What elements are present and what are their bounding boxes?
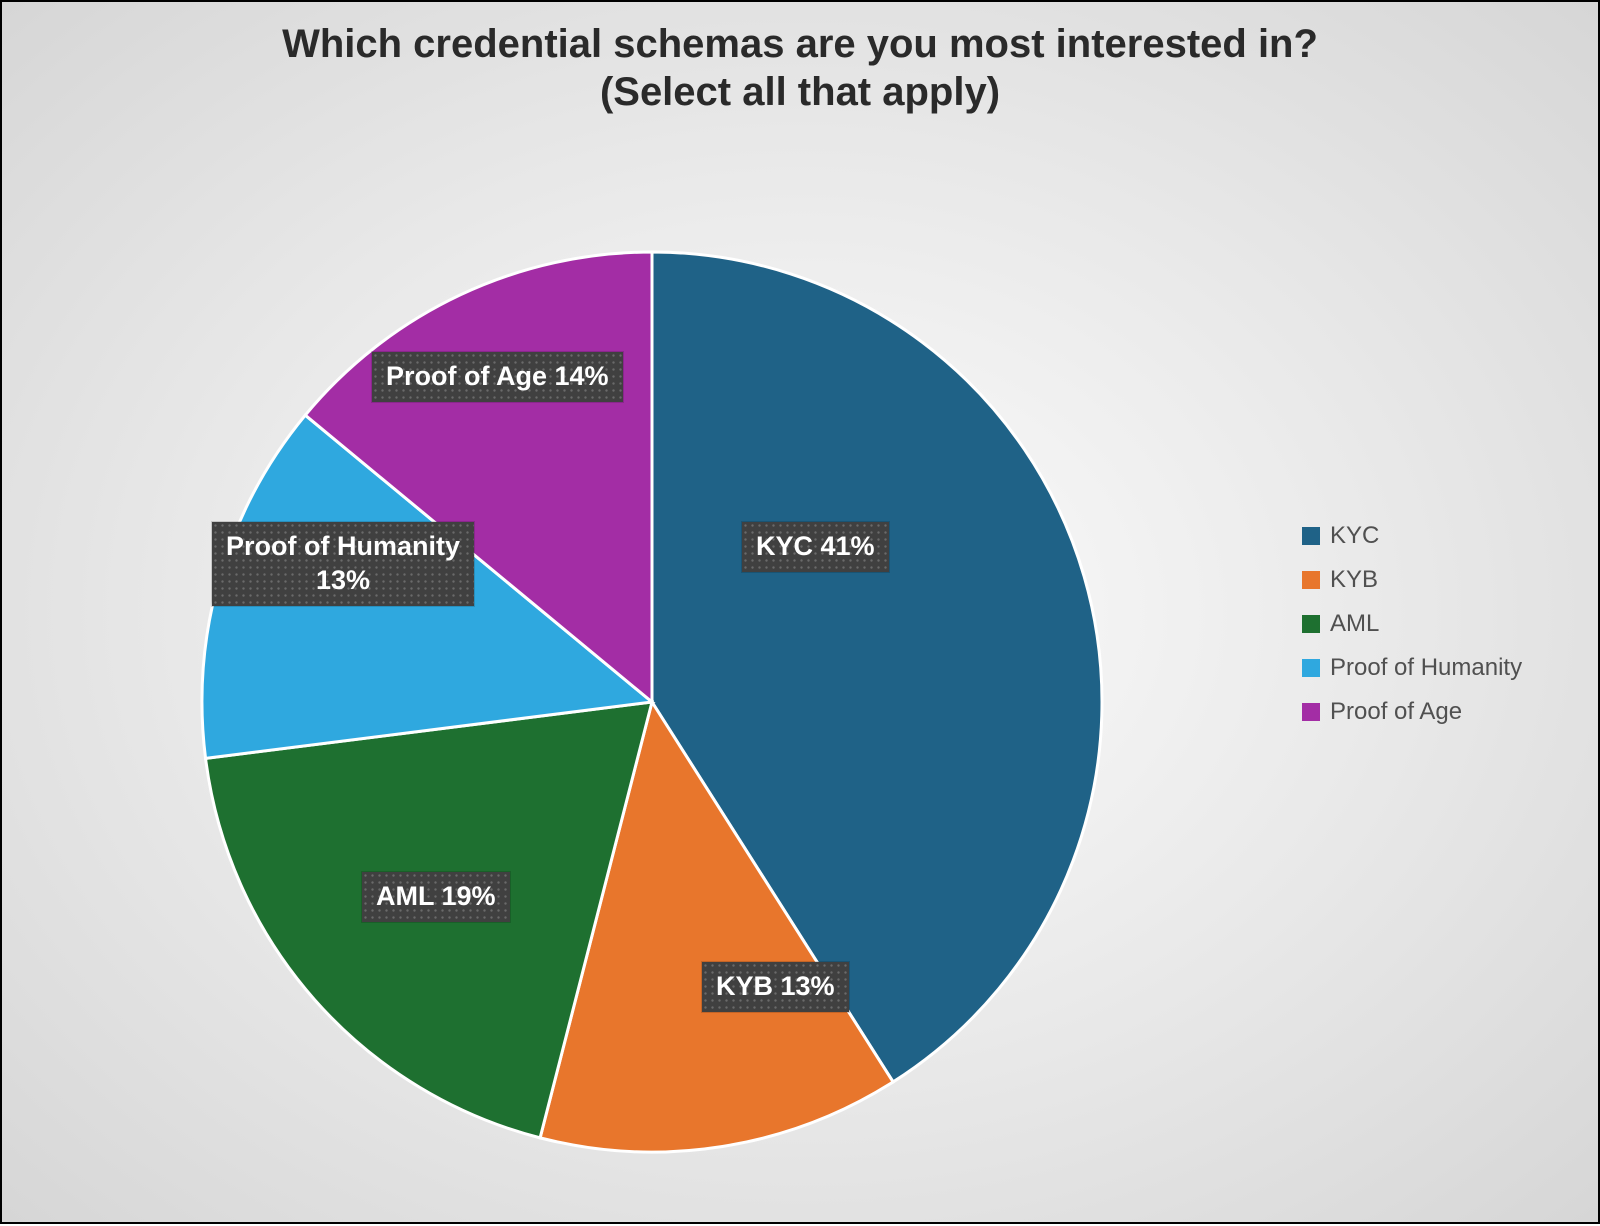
legend: KYC KYB AML Proof of Humanity Proof of Age xyxy=(1302,522,1522,742)
slice-label-kyb: KYB 13% xyxy=(702,962,849,1012)
slice-label-proof-of-age: Proof of Age 14% xyxy=(372,352,623,402)
legend-label: Proof of Humanity xyxy=(1330,654,1522,682)
slice-label-aml: AML 19% xyxy=(362,872,510,922)
legend-label: KYC xyxy=(1330,522,1379,550)
legend-item-kyc: KYC xyxy=(1302,522,1522,550)
legend-item-proof-of-age: Proof of Age xyxy=(1302,698,1522,726)
slice-label-proof-of-humanity: Proof of Humanity 13% xyxy=(212,522,474,606)
legend-item-kyb: KYB xyxy=(1302,566,1522,594)
legend-label: KYB xyxy=(1330,566,1378,594)
legend-item-proof-of-humanity: Proof of Humanity xyxy=(1302,654,1522,682)
legend-swatch xyxy=(1302,659,1320,677)
legend-swatch xyxy=(1302,615,1320,633)
slice-label-kyc: KYC 41% xyxy=(742,522,889,572)
chart-frame: Which credential schemas are you most in… xyxy=(0,0,1600,1224)
legend-item-aml: AML xyxy=(1302,610,1522,638)
legend-swatch xyxy=(1302,571,1320,589)
legend-swatch xyxy=(1302,703,1320,721)
legend-label: Proof of Age xyxy=(1330,698,1462,726)
legend-swatch xyxy=(1302,527,1320,545)
legend-label: AML xyxy=(1330,610,1379,638)
